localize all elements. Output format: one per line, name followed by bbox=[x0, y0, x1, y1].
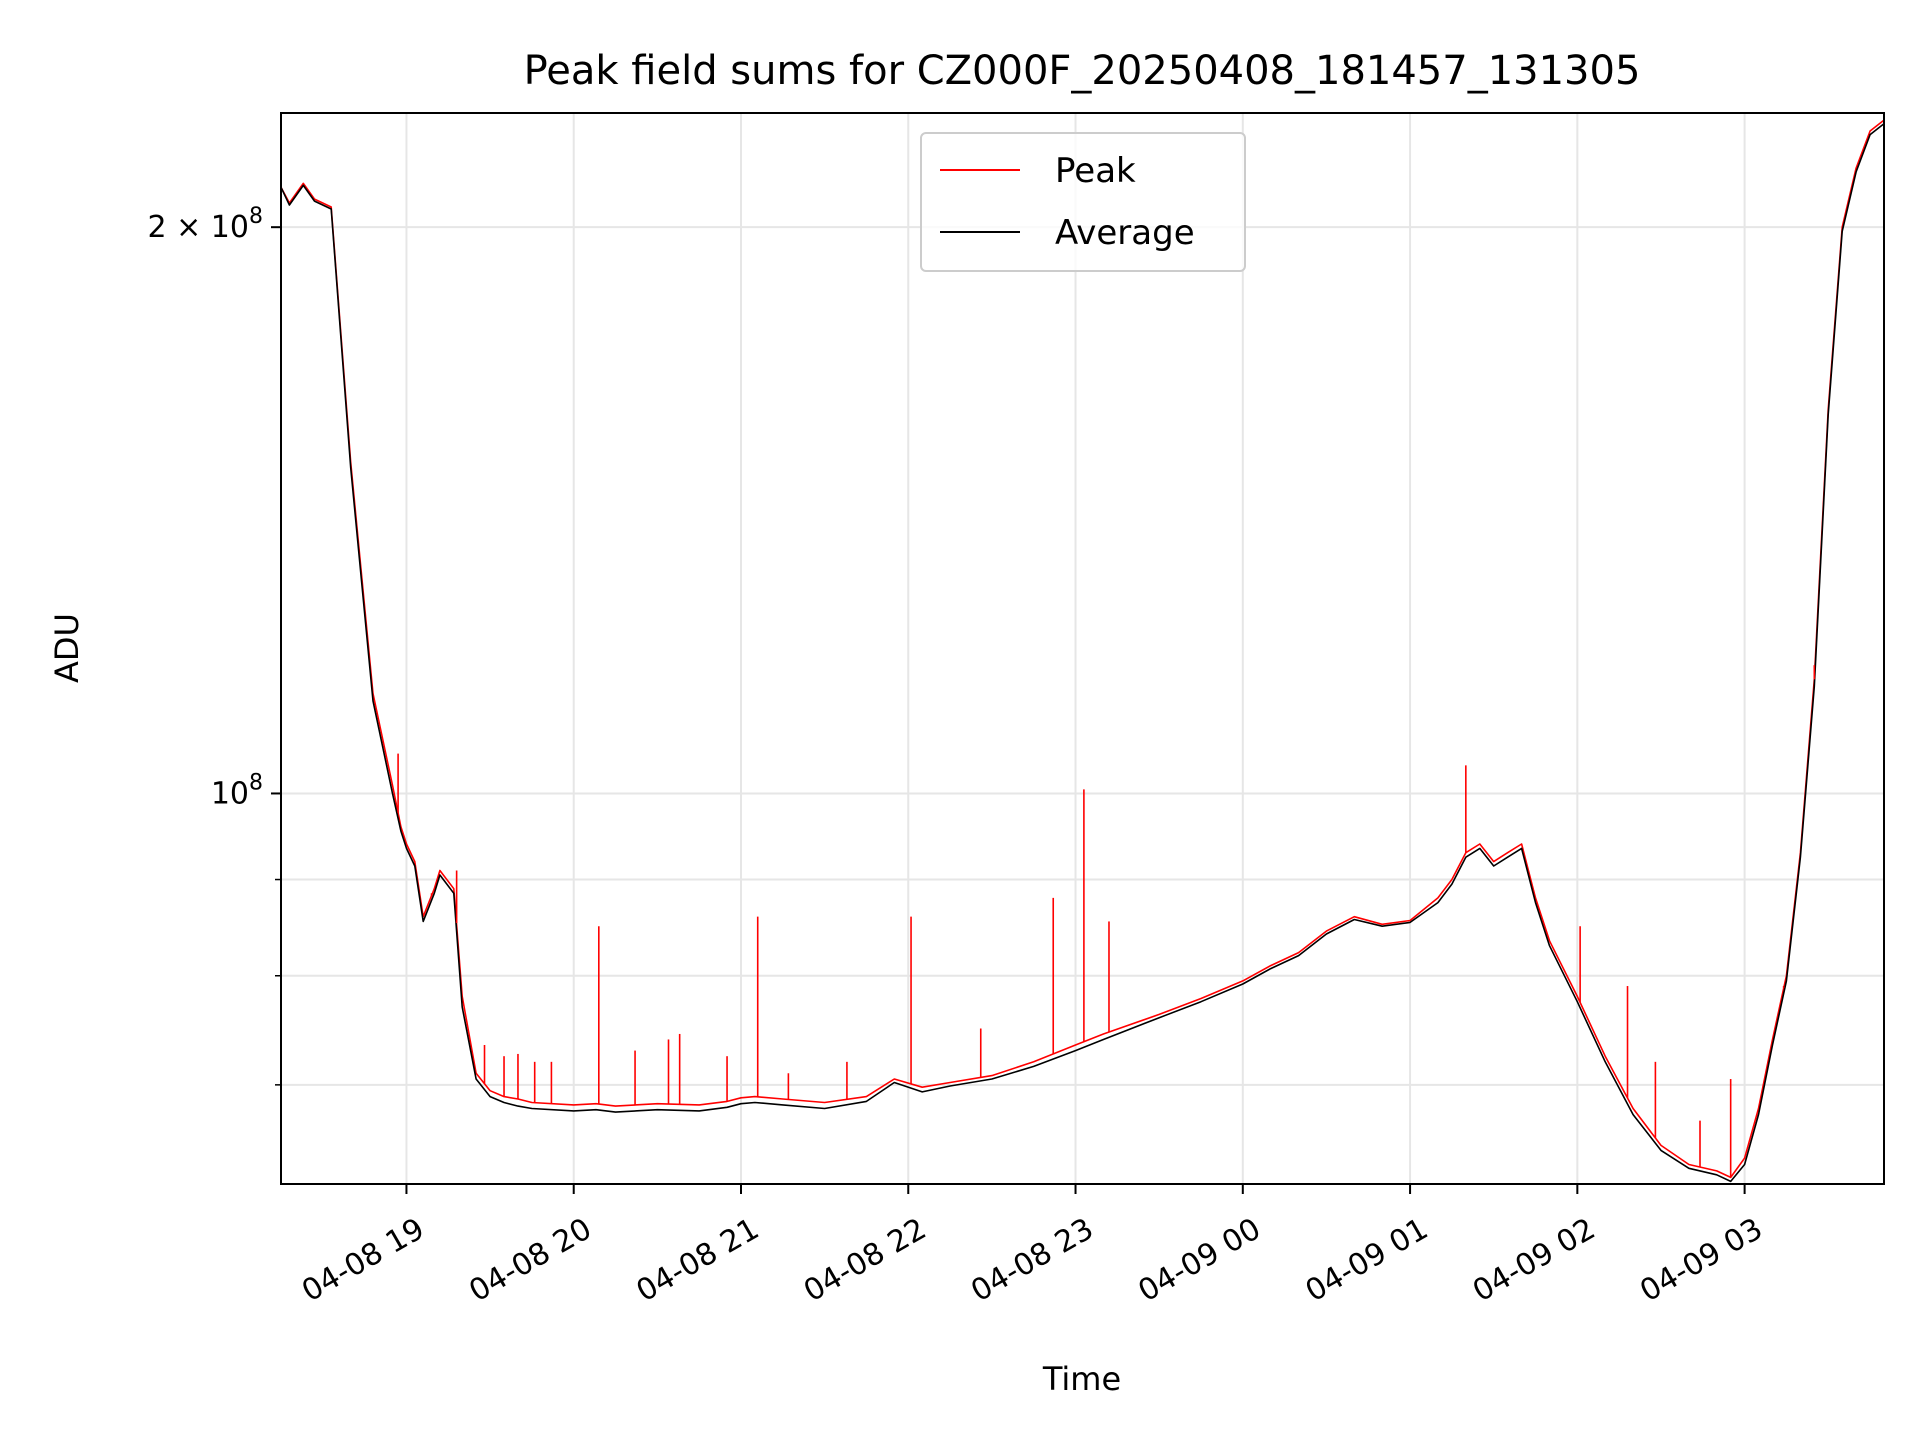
plot-frame bbox=[280, 112, 1885, 1185]
series-line-peak bbox=[281, 119, 1884, 1179]
legend-label-peak: Peak bbox=[1055, 151, 1136, 191]
y-tick-label: 2 × 108 bbox=[148, 204, 263, 245]
legend-box bbox=[920, 132, 1246, 272]
y-axis: 108 2 × 108 bbox=[148, 204, 281, 1086]
y-tick-label: 108 bbox=[211, 770, 263, 811]
legend-label-average: Average bbox=[1055, 213, 1195, 253]
x-axis-title: Time bbox=[1042, 1360, 1121, 1398]
chart-title: Peak field sums for CZ000F_20250408_1814… bbox=[524, 48, 1641, 94]
legend: Peak Average bbox=[920, 132, 1246, 272]
plot-series bbox=[281, 119, 1884, 1183]
series-line-average bbox=[281, 123, 1884, 1183]
y-axis-title: ADU bbox=[48, 613, 86, 683]
